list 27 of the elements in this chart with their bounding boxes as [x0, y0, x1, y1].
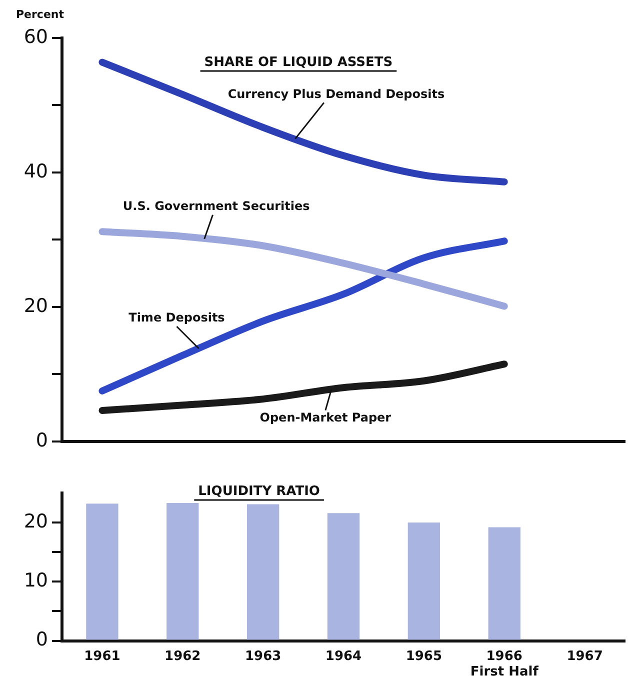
y-axis-title: Percent: [16, 8, 64, 21]
x-tick-label: 1967: [566, 648, 603, 664]
x-tick-label: 1963: [244, 648, 282, 664]
y-tick-label: 40: [24, 160, 48, 182]
bar: [86, 504, 118, 640]
y-tick-label: 20: [24, 510, 48, 532]
series-label: U.S. Government Securities: [122, 199, 310, 214]
x-tick-label: 1966 First Half: [470, 648, 539, 680]
x-tick-label: 1965: [406, 648, 442, 664]
series-label: Currency Plus Demand Deposits: [228, 86, 445, 101]
bar: [488, 527, 520, 640]
x-tick-label: 1962: [164, 648, 201, 664]
bar: [408, 522, 440, 640]
chart-title: LIQUIDITY RATIO: [198, 484, 320, 499]
bar: [166, 503, 199, 640]
bar: [327, 513, 360, 640]
y-tick-label: 20: [24, 294, 48, 317]
y-tick-label: 0: [36, 628, 48, 651]
y-tick-label: 10: [24, 570, 48, 592]
legend-label: Open-Market Paper: [260, 410, 392, 424]
series-label: Time Deposits: [128, 310, 225, 325]
text: SHARE OF LIQUID ASSETS: [204, 55, 393, 70]
x-tick-label: 1961: [84, 648, 120, 664]
y-tick-label: 60: [24, 26, 48, 48]
y-tick-label: 0: [36, 429, 48, 452]
bar: [246, 504, 280, 640]
x-tick-label: 1964: [325, 648, 362, 664]
